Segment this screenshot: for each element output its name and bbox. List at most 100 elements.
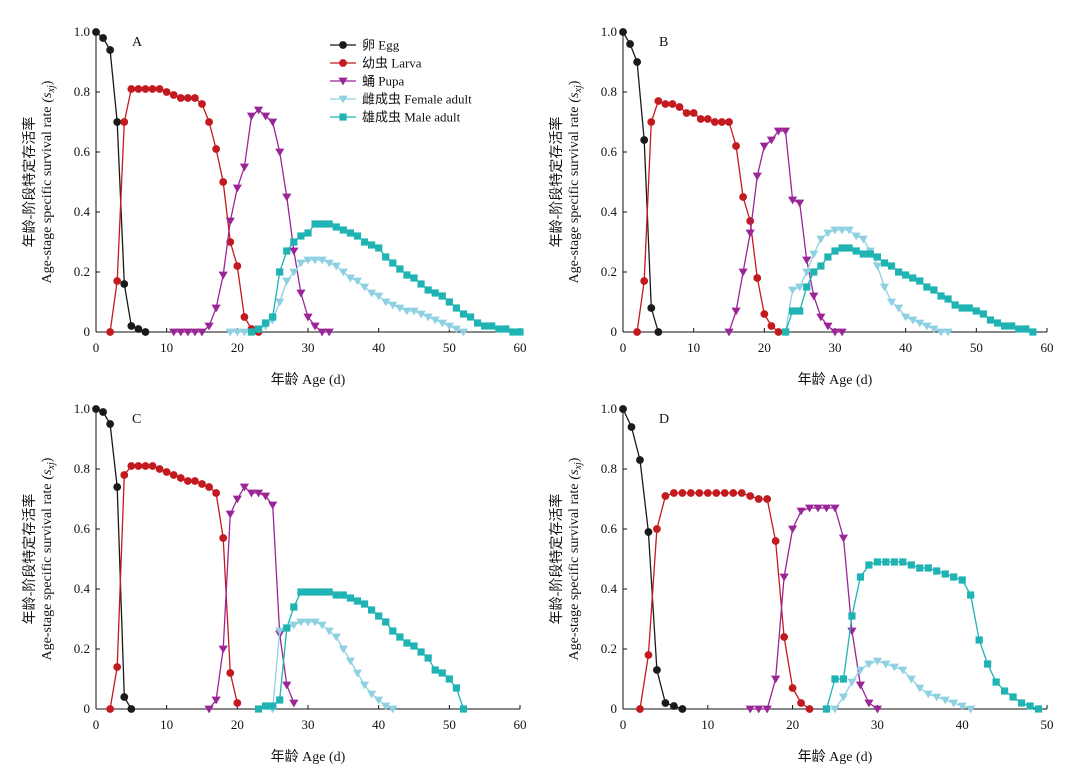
data-point-pupa bbox=[225, 217, 235, 226]
legend-label: 雄成虫 Male adult bbox=[362, 110, 461, 125]
data-point-female bbox=[932, 693, 942, 702]
data-point-female bbox=[232, 328, 242, 337]
series-line-pupa bbox=[173, 109, 330, 333]
data-point-female bbox=[949, 699, 959, 708]
data-point-female bbox=[889, 663, 899, 672]
series-line-larva bbox=[109, 88, 259, 333]
series-male bbox=[822, 558, 1043, 713]
y-tick-label: 0.6 bbox=[74, 144, 91, 159]
data-point-female bbox=[802, 268, 812, 277]
data-point-female bbox=[296, 259, 306, 268]
data-point-pupa bbox=[253, 106, 264, 115]
data-point-male bbox=[1017, 699, 1026, 707]
x-tick-label: 60 bbox=[1041, 340, 1054, 355]
data-point-egg bbox=[134, 325, 143, 333]
data-point-male bbox=[474, 319, 482, 327]
y-axis-title-cn: 年龄-阶段特定存活率 bbox=[548, 117, 565, 248]
data-point-male bbox=[375, 244, 383, 252]
panel-letter: A bbox=[132, 35, 143, 50]
y-axis-title-subscript: xj bbox=[46, 85, 57, 93]
data-point-female bbox=[943, 328, 953, 337]
data-point-female bbox=[275, 627, 285, 636]
x-tick-label: 60 bbox=[514, 717, 527, 732]
y-axis-title-subscript: xj bbox=[46, 462, 57, 470]
legend-item-larva: 幼虫 Larva bbox=[330, 56, 422, 71]
data-point-male bbox=[924, 564, 932, 572]
data-point-larva bbox=[127, 462, 136, 470]
series-line-pupa bbox=[750, 507, 878, 710]
data-point-male bbox=[262, 702, 270, 710]
data-point-male bbox=[845, 244, 853, 252]
data-point-larva bbox=[654, 97, 663, 105]
data-point-pupa bbox=[211, 696, 221, 705]
data-point-male bbox=[796, 307, 804, 315]
data-point-egg bbox=[654, 328, 663, 336]
data-point-male bbox=[431, 666, 439, 674]
data-point-female bbox=[915, 319, 925, 328]
data-point-larva bbox=[780, 633, 789, 641]
y-axis-title-subscript: xj bbox=[573, 462, 584, 470]
data-point-female bbox=[855, 666, 866, 675]
data-point-male bbox=[831, 247, 839, 255]
series-line-larva bbox=[639, 492, 810, 710]
data-point-female bbox=[901, 313, 911, 322]
data-point-female bbox=[289, 621, 299, 630]
data-point-male bbox=[382, 253, 390, 261]
data-point-egg bbox=[678, 705, 687, 713]
data-point-female bbox=[451, 325, 461, 334]
data-point-larva bbox=[696, 115, 705, 123]
series-line-egg bbox=[95, 408, 132, 710]
data-point-male bbox=[417, 648, 425, 656]
data-point-larva bbox=[737, 489, 746, 497]
data-point-female bbox=[906, 675, 916, 684]
data-point-pupa bbox=[759, 142, 769, 151]
data-point-pupa bbox=[183, 328, 193, 337]
data-point-larva bbox=[106, 705, 115, 713]
y-tick-label: 0 bbox=[611, 324, 618, 339]
data-point-male bbox=[396, 633, 404, 641]
y-tick-label: 0.6 bbox=[74, 521, 91, 536]
data-point-male bbox=[403, 271, 411, 279]
data-point-pupa bbox=[724, 328, 734, 337]
data-point-male bbox=[975, 636, 983, 644]
data-point-larva bbox=[191, 477, 199, 485]
data-point-male bbox=[916, 564, 924, 572]
y-tick-label: 1.0 bbox=[601, 401, 617, 416]
data-point-male bbox=[452, 684, 460, 692]
data-point-male bbox=[781, 328, 790, 336]
data-point-larva bbox=[212, 145, 221, 153]
series-female bbox=[780, 226, 953, 337]
data-point-male bbox=[375, 612, 383, 620]
series-line-male bbox=[825, 561, 1039, 710]
x-tick-label: 20 bbox=[758, 340, 771, 355]
data-point-pupa bbox=[745, 705, 755, 714]
data-point-larva bbox=[205, 483, 213, 491]
data-point-pupa bbox=[872, 705, 882, 714]
data-point-male bbox=[890, 558, 898, 566]
legend-label: 幼虫 Larva bbox=[362, 56, 422, 71]
data-point-pupa bbox=[289, 247, 299, 256]
data-point-larva bbox=[155, 85, 164, 93]
data-point-larva bbox=[219, 178, 228, 186]
data-point-female bbox=[395, 304, 405, 313]
series-male bbox=[254, 588, 468, 713]
data-point-male bbox=[838, 244, 846, 252]
data-point-pupa bbox=[211, 304, 221, 313]
y-tick-label: 0.8 bbox=[74, 84, 90, 99]
data-point-male bbox=[965, 304, 973, 312]
data-point-pupa bbox=[225, 510, 235, 519]
data-point-female bbox=[416, 310, 426, 319]
data-point-male bbox=[332, 591, 340, 599]
data-point-egg bbox=[127, 705, 136, 713]
data-point-male bbox=[396, 265, 404, 273]
data-point-larva bbox=[640, 277, 649, 285]
data-point-pupa bbox=[246, 489, 257, 498]
data-point-female bbox=[444, 322, 454, 331]
data-point-male bbox=[325, 220, 333, 228]
data-point-female bbox=[345, 274, 355, 283]
data-point-male bbox=[907, 561, 915, 569]
data-point-male bbox=[290, 238, 298, 246]
data-point-male bbox=[895, 268, 903, 276]
data-point-pupa bbox=[779, 573, 789, 582]
data-point-larva bbox=[219, 534, 228, 542]
